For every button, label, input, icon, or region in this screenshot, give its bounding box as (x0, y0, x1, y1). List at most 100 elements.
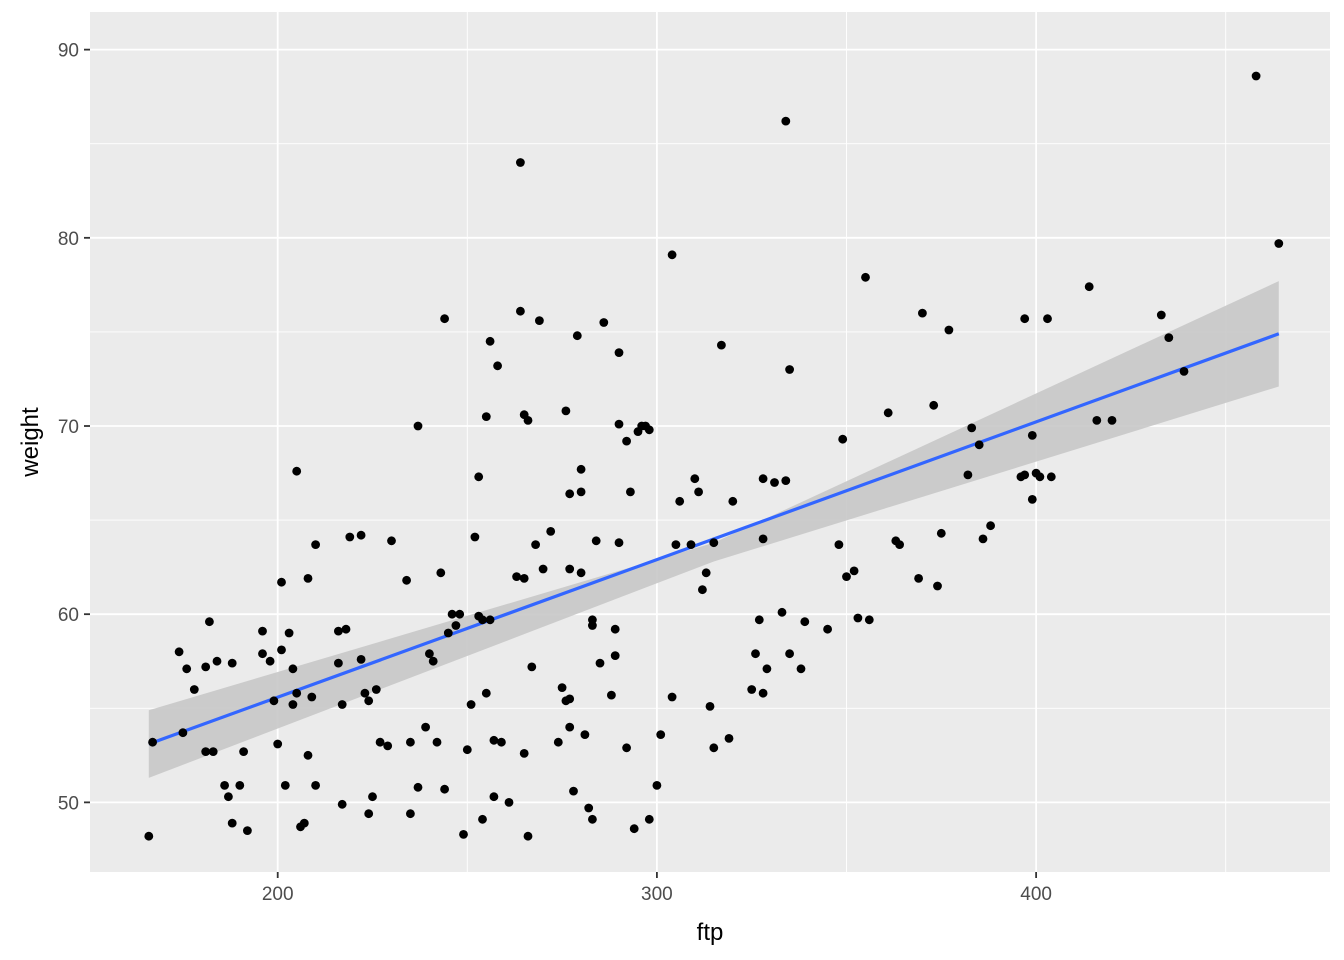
data-point (823, 624, 832, 634)
data-point (656, 730, 666, 739)
data-point (478, 615, 487, 625)
data-point (1179, 367, 1189, 376)
data-point (239, 747, 249, 756)
data-point (758, 688, 768, 698)
data-point (652, 781, 662, 790)
data-point (1156, 310, 1166, 320)
data-point (292, 466, 302, 476)
data-point (694, 487, 703, 497)
data-point (584, 803, 594, 813)
data-point (861, 272, 870, 282)
data-point (800, 617, 810, 627)
data-point (610, 624, 620, 634)
data-point (754, 615, 764, 625)
y-tick-label: 50 (58, 793, 79, 814)
data-point (717, 340, 726, 350)
data-point (576, 464, 586, 474)
data-point (576, 487, 586, 497)
data-point (626, 487, 635, 497)
axis-ticks (84, 48, 1038, 878)
data-point (728, 496, 738, 506)
data-point (1251, 71, 1261, 81)
data-point (690, 474, 700, 484)
data-point (519, 749, 529, 758)
data-point (591, 536, 601, 546)
data-point (413, 421, 423, 431)
data-point (212, 656, 222, 666)
data-point (243, 826, 252, 835)
data-point (671, 540, 681, 549)
data-point (481, 688, 491, 698)
data-point (1164, 333, 1174, 342)
data-point (220, 781, 230, 790)
data-point (519, 574, 529, 583)
data-point (299, 818, 309, 828)
data-point (644, 425, 654, 435)
data-point (356, 655, 366, 664)
data-point (705, 702, 715, 711)
data-point (303, 750, 313, 760)
data-point (337, 700, 347, 709)
data-point (561, 406, 571, 416)
data-point (451, 621, 461, 630)
data-point (425, 649, 434, 659)
data-point (849, 566, 859, 576)
data-point (785, 649, 794, 659)
data-point (918, 308, 927, 318)
data-point (371, 685, 381, 694)
data-point (504, 798, 514, 807)
data-point (751, 649, 760, 659)
data-point (497, 737, 506, 747)
data-point (201, 662, 211, 672)
data-point (986, 521, 995, 531)
data-point (178, 728, 188, 738)
data-point (284, 628, 294, 638)
data-point (1020, 470, 1030, 480)
data-point (311, 540, 320, 549)
data-points (144, 71, 1284, 841)
data-point (785, 365, 794, 374)
data-point (686, 540, 696, 549)
data-point (770, 478, 779, 487)
data-point (864, 615, 874, 625)
data-point (421, 722, 430, 732)
data-point (929, 400, 939, 410)
data-point (512, 572, 521, 581)
data-point (455, 609, 465, 619)
data-point (531, 540, 540, 549)
data-point (406, 737, 415, 747)
data-point (963, 470, 973, 480)
data-point (189, 685, 199, 694)
data-point (667, 250, 677, 260)
data-point (144, 831, 154, 841)
y-tick-label: 90 (58, 41, 79, 62)
data-point (629, 824, 639, 834)
data-point (614, 348, 624, 357)
data-point (307, 692, 317, 702)
data-point (944, 325, 954, 335)
data-point (1020, 314, 1030, 324)
data-point (174, 647, 184, 657)
data-point (838, 434, 848, 444)
data-point (368, 792, 377, 802)
data-point (781, 476, 791, 485)
data-point (205, 617, 214, 627)
data-point (224, 792, 233, 802)
data-point (599, 318, 609, 327)
data-point (269, 696, 279, 706)
x-tick-label: 200 (262, 884, 294, 905)
data-point (914, 574, 923, 583)
data-point (834, 540, 844, 549)
data-point (588, 621, 597, 630)
data-point (227, 658, 237, 668)
data-point (148, 737, 158, 747)
data-point (535, 316, 544, 325)
data-point (1084, 282, 1094, 292)
data-point (375, 737, 385, 747)
data-point (724, 734, 734, 743)
data-point (360, 688, 370, 698)
data-point (413, 782, 423, 792)
data-point (842, 572, 851, 581)
data-point (383, 741, 393, 751)
data-point (758, 474, 768, 484)
